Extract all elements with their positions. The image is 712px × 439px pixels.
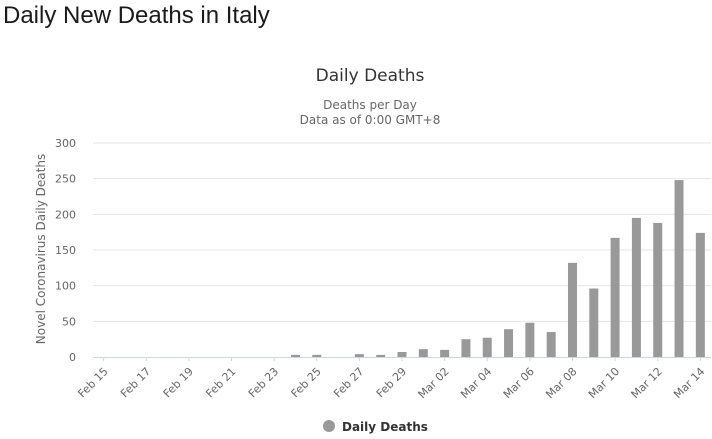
bar[interactable] (461, 339, 471, 357)
bar[interactable] (674, 180, 684, 357)
x-tick-label: Mar 02 (416, 365, 452, 401)
x-tick-label: Feb 27 (331, 365, 366, 400)
x-tick-label: Feb 25 (289, 365, 324, 400)
bar[interactable] (567, 262, 577, 357)
bar-series (290, 180, 705, 357)
x-tick-label: Mar 10 (586, 365, 622, 401)
x-axis-labels: Feb 15 Feb 17 Feb 19 Feb 21 Feb 23 Feb 25 Feb … (75, 357, 707, 401)
y-axis-labels: 0 50 100 150 200 250 300 (55, 137, 76, 364)
x-tick-label: Feb 17 (118, 365, 153, 400)
bar[interactable] (482, 337, 492, 357)
bar[interactable] (397, 352, 407, 357)
bar[interactable] (376, 354, 386, 357)
chart-subtitle-date: Data as of 0:00 GMT+8 (300, 113, 441, 127)
x-tick-label: Mar 12 (629, 365, 665, 401)
x-tick-label: Mar 14 (671, 365, 707, 401)
x-tick-label: Feb 19 (161, 365, 196, 400)
y-tick-label: 100 (55, 280, 76, 293)
x-tick-label: Mar 08 (543, 365, 579, 401)
x-tick-label: Feb 29 (374, 365, 409, 400)
bar[interactable] (440, 349, 450, 357)
x-tick-label: Feb 21 (203, 365, 238, 400)
y-axis-title: Novel Coronavirus Daily Deaths (34, 154, 48, 344)
bar[interactable] (610, 237, 620, 357)
bar[interactable] (546, 332, 556, 357)
legend-symbol (323, 420, 335, 432)
legend[interactable]: Daily Deaths (323, 420, 428, 434)
x-tick-label: Mar 06 (501, 365, 537, 401)
y-tick-label: 250 (55, 173, 76, 186)
x-tick-label: Feb 15 (75, 365, 110, 400)
x-tick-label: Feb 23 (246, 365, 281, 400)
y-tick-label: 0 (69, 351, 76, 364)
bar[interactable] (354, 354, 364, 357)
y-tick-label: 50 (62, 315, 76, 328)
bar[interactable] (504, 329, 514, 357)
page-title: Daily New Deaths in Italy (3, 2, 270, 29)
bar[interactable] (695, 232, 705, 357)
bar[interactable] (653, 222, 663, 357)
bar[interactable] (290, 354, 300, 357)
x-tick-label: Mar 04 (458, 365, 494, 401)
y-tick-label: 200 (55, 208, 76, 221)
bar[interactable] (589, 288, 599, 357)
bar[interactable] (631, 217, 641, 357)
bar[interactable] (418, 349, 428, 357)
y-tick-label: 300 (55, 137, 76, 150)
bar[interactable] (312, 354, 322, 357)
chart-title: Daily Deaths (316, 66, 425, 86)
grid-lines (93, 142, 711, 322)
bar[interactable] (525, 322, 535, 357)
chart-subtitle: Deaths per Day (323, 98, 417, 112)
y-tick-label: 150 (55, 244, 76, 257)
legend-label[interactable]: Daily Deaths (342, 420, 428, 434)
